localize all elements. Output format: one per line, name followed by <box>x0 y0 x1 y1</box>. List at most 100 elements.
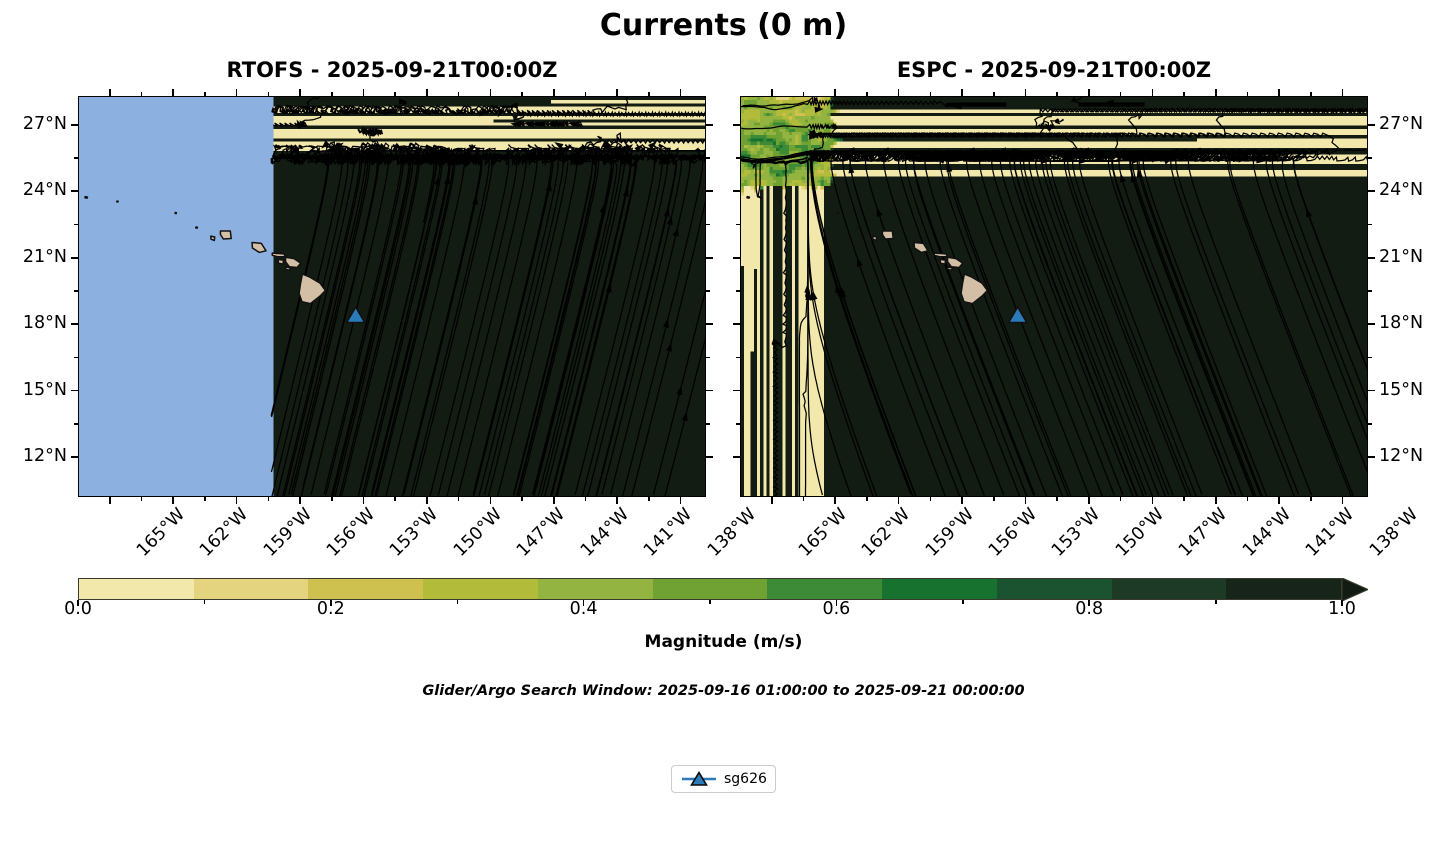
ytick-label-right-1: 24°N <box>1379 180 1424 201</box>
xtick-minor-top-left-6 <box>521 92 523 96</box>
colorbar-tick-minor-3 <box>456 600 459 604</box>
xtick-label-left-4: 153°W <box>386 504 443 561</box>
colorbar-tick-minor-9 <box>1215 600 1217 604</box>
colorbar-tick-0 <box>77 600 79 606</box>
xtick-top-left-5 <box>426 89 428 96</box>
ytick-right-left-1 <box>706 190 713 193</box>
colorbar-band-6 <box>767 579 883 599</box>
xtick-major-right-5 <box>1088 497 1090 504</box>
ytick-label-left-0: 27°N <box>22 113 67 134</box>
xtick-top-left-2 <box>235 89 238 96</box>
ytick-minor-left-right-4 <box>736 423 740 425</box>
colorbar-band-9 <box>1111 579 1227 599</box>
colorbar-tick-label-2: 0.4 <box>569 599 598 619</box>
xtick-major-left-1 <box>172 497 174 504</box>
legend[interactable]: sg626 <box>671 765 776 793</box>
xtick-minor-top-left-3 <box>330 92 333 96</box>
xtick-top-right-9 <box>1341 89 1344 96</box>
ytick-minor-left-left-2 <box>74 290 78 292</box>
glider-marker-sg626[interactable] <box>1007 305 1028 324</box>
xtick-top-left-4 <box>362 89 365 96</box>
xtick-minor-right-5 <box>1119 497 1122 501</box>
ytick-minor-left-left-0 <box>74 157 78 159</box>
xtick-label-right-3: 156°W <box>985 504 1042 561</box>
ytick-minor-right-right-3 <box>1368 356 1372 359</box>
colorbar-tick-label-4: 0.8 <box>1075 599 1104 619</box>
xtick-major-right-7 <box>1214 497 1217 504</box>
xtick-minor-top-left-7 <box>584 92 587 96</box>
ytick-left-right-3 <box>733 323 740 325</box>
ytick-left-left-2 <box>71 256 78 259</box>
xtick-minor-top-left-1 <box>204 92 206 96</box>
colorbar-tick-4 <box>1088 600 1090 606</box>
ytick-left-right-1 <box>733 190 740 193</box>
xtick-top-right-0 <box>770 89 773 96</box>
colorbar-tick-minor-5 <box>709 600 711 604</box>
xtick-label-right-8: 141°W <box>1302 504 1359 561</box>
xtick-label-left-6: 147°W <box>513 504 570 561</box>
xtick-minor-left-3 <box>330 497 333 501</box>
colorbar-band-4 <box>537 579 653 599</box>
xtick-top-left-6 <box>489 89 492 96</box>
ytick-right-left-5 <box>706 456 713 458</box>
xtick-minor-right-0 <box>802 497 805 501</box>
panel-title-rtofs: RTOFS - 2025-09-21T00:00Z <box>226 58 558 82</box>
xtick-minor-top-right-4 <box>1056 92 1058 96</box>
xtick-top-left-0 <box>108 89 111 96</box>
ytick-right-right-1 <box>1368 190 1375 193</box>
xtick-minor-top-right-7 <box>1246 92 1249 96</box>
xtick-minor-top-right-0 <box>802 92 805 96</box>
xtick-label-right-4: 153°W <box>1048 504 1105 561</box>
colorbar-tick-3 <box>835 600 838 606</box>
xtick-top-left-7 <box>552 89 555 96</box>
colorbar-band-2 <box>308 579 424 599</box>
xtick-label-right-2: 159°W <box>921 504 978 561</box>
ytick-minor-right-left-1 <box>706 223 710 226</box>
xtick-label-right-6: 147°W <box>1175 504 1232 561</box>
colorbar-label: Magnitude (m/s) <box>644 632 803 652</box>
map-panel-rtofs[interactable] <box>78 96 706 497</box>
xtick-major-right-8 <box>1278 497 1280 504</box>
map-panel-espc[interactable] <box>740 96 1368 497</box>
xtick-major-left-8 <box>616 497 618 504</box>
xtick-label-left-3: 156°W <box>323 504 380 561</box>
ytick-label-right-4: 15°N <box>1379 379 1424 400</box>
ytick-right-left-3 <box>706 323 713 325</box>
xtick-label-right-0: 165°W <box>794 504 851 561</box>
ytick-minor-right-right-4 <box>1368 423 1372 425</box>
ytick-minor-left-right-0 <box>736 157 740 159</box>
xtick-major-right-0 <box>770 497 773 504</box>
colorbar-band-5 <box>652 579 768 599</box>
xtick-major-left-9 <box>679 497 682 504</box>
colorbar-band-3 <box>423 579 538 599</box>
xtick-top-left-8 <box>616 89 618 96</box>
xtick-major-left-3 <box>299 497 301 504</box>
xtick-major-left-2 <box>235 497 238 504</box>
xtick-minor-left-2 <box>267 497 270 501</box>
glider-marker-sg626[interactable] <box>345 305 366 324</box>
ytick-label-right-3: 18°N <box>1379 313 1424 334</box>
xtick-major-right-2 <box>897 497 900 504</box>
xtick-minor-top-left-4 <box>394 92 396 96</box>
xtick-minor-top-right-8 <box>1310 92 1312 96</box>
figure-title: Currents (0 m) <box>599 8 848 43</box>
xtick-minor-right-1 <box>866 497 868 501</box>
ytick-left-left-1 <box>71 190 78 193</box>
xtick-minor-top-left-5 <box>457 92 460 96</box>
ytick-minor-left-left-1 <box>74 223 78 226</box>
ytick-right-right-3 <box>1368 323 1375 325</box>
colorbar-tick-minor-1 <box>203 600 206 604</box>
search-window-note: Glider/Argo Search Window: 2025-09-16 01… <box>422 683 1025 699</box>
xtick-minor-left-6 <box>521 497 523 501</box>
xtick-minor-right-3 <box>992 497 995 501</box>
xtick-top-right-7 <box>1214 89 1217 96</box>
colorbar-tick-label-5: 1.0 <box>1328 599 1356 619</box>
legend-label-sg626: sg626 <box>724 771 767 787</box>
xtick-minor-top-left-2 <box>267 92 270 96</box>
ytick-minor-right-left-0 <box>706 157 710 159</box>
colorbar-bands <box>78 578 1342 600</box>
ytick-minor-left-right-3 <box>736 356 740 359</box>
ytick-left-left-3 <box>71 323 78 325</box>
ytick-label-left-5: 12°N <box>22 446 67 467</box>
